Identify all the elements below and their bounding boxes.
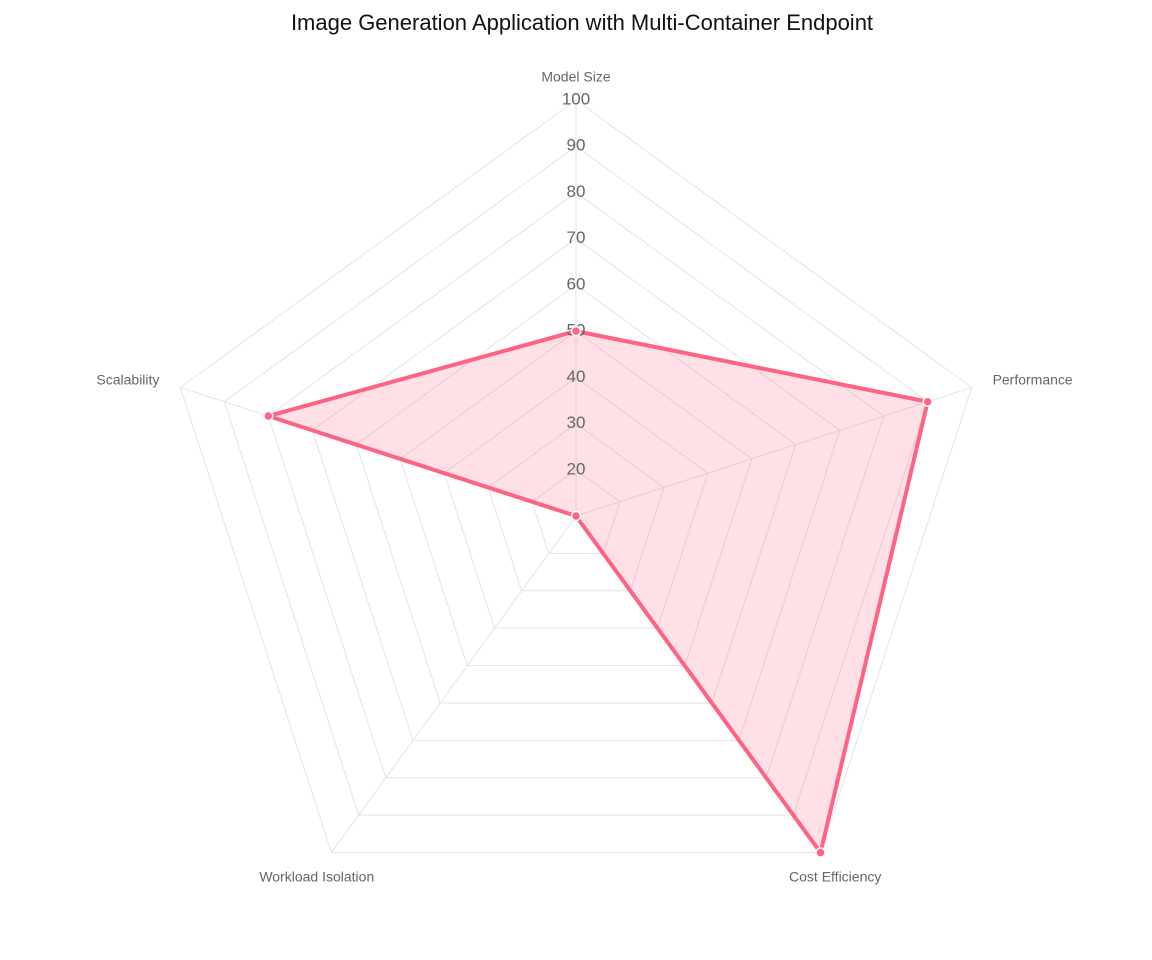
axis-label: Model Size xyxy=(541,69,610,85)
data-point xyxy=(922,396,933,407)
grid-ring xyxy=(487,422,665,592)
r-tick-label: 30 xyxy=(567,413,586,432)
r-tick-label: 90 xyxy=(567,136,586,155)
r-tick-label: 70 xyxy=(567,228,586,247)
r-tick-label: 100 xyxy=(562,89,590,108)
chart-title: Image Generation Application with Multi-… xyxy=(291,10,873,35)
spoke xyxy=(331,515,577,853)
r-tick-label: 20 xyxy=(567,459,586,478)
grid-ring xyxy=(399,330,753,667)
grid-ring xyxy=(267,191,885,779)
axis-label: Workload Isolation xyxy=(259,868,374,884)
grid-ring xyxy=(355,284,797,704)
r-tick-label: 40 xyxy=(567,367,586,386)
spoke xyxy=(575,386,972,517)
data-point xyxy=(570,510,582,522)
grid-ring xyxy=(179,99,973,854)
grid-ring xyxy=(223,145,929,816)
axis-label: Cost Efficiency xyxy=(789,868,881,884)
data-point xyxy=(815,847,826,858)
data-point xyxy=(570,325,582,337)
axis-label: Performance xyxy=(993,371,1073,387)
r-tick-label: 80 xyxy=(567,182,586,201)
radar-area xyxy=(266,329,930,855)
data-point xyxy=(263,410,274,422)
grid-ring xyxy=(311,238,841,741)
axis-label: Scalability xyxy=(96,371,159,387)
r-tick-label: 60 xyxy=(567,274,586,293)
grid-ring xyxy=(443,376,709,629)
grid-ring xyxy=(531,469,621,554)
